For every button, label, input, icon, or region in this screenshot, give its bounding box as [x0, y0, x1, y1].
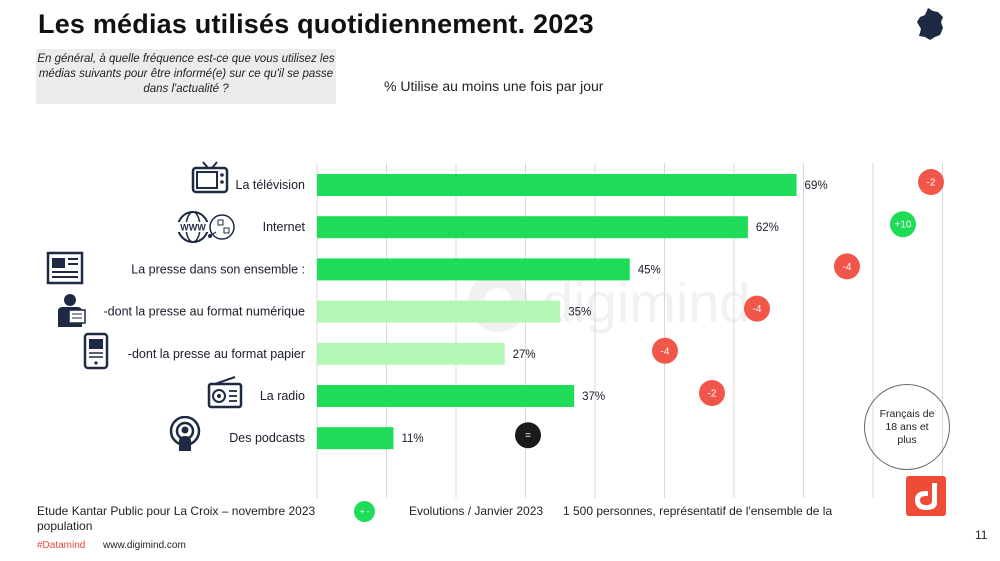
- newspaper-icon: [46, 251, 84, 285]
- bar: [317, 385, 575, 407]
- chart-value-labels: 69% 62% 45% 35% 27% 37% 11%: [401, 180, 827, 445]
- evolution-label: +10: [895, 220, 912, 231]
- website-link[interactable]: www.digimind.com: [103, 540, 186, 551]
- category-label: -dont la presse au format numérique: [104, 305, 306, 319]
- chart-evolution-markers: -2 +10 -4 -4 -4 -2 =: [515, 169, 944, 449]
- page-title: Les médias utilisés quotidiennement. 202…: [38, 9, 594, 39]
- evolution-label: -4: [753, 304, 762, 315]
- evolution-dot: [652, 337, 678, 364]
- tv-icon: [191, 161, 229, 194]
- category-label: La presse dans son ensemble :: [131, 262, 305, 276]
- footer-source-text: Etude Kantar Public pour La Croix – nove…: [37, 504, 316, 518]
- footer-source: Etude Kantar Public pour La Croix – nove…: [37, 504, 337, 534]
- svg-text:digimind: digimind: [542, 271, 751, 334]
- evolution-label: -2: [708, 389, 717, 400]
- chart-subtitle: % Utilise au moins une fois par jour: [384, 78, 604, 94]
- bar: [317, 216, 748, 239]
- category-label: -dont la presse au format papier: [128, 347, 305, 361]
- radio-icon: [207, 376, 243, 409]
- page-number: 11: [975, 528, 988, 542]
- evolution-label: -4: [843, 262, 852, 273]
- hashtag: #Datamind: [37, 540, 86, 551]
- value-label: 27%: [513, 349, 536, 361]
- value-label: 45%: [638, 264, 661, 276]
- evolution-dot: [699, 380, 725, 406]
- evolution-dot: [918, 169, 944, 195]
- survey-question: En général, à quelle fréquence est-ce qu…: [36, 49, 336, 104]
- value-label: 69%: [805, 180, 828, 192]
- bar: [317, 342, 505, 365]
- category-label: La radio: [260, 389, 305, 403]
- value-label: 11%: [401, 433, 423, 445]
- evolution-label: -2: [927, 178, 936, 189]
- sample-description: Français de 18 ans et plus: [864, 384, 950, 470]
- chart-bars: [317, 174, 797, 450]
- evolution-label: =: [525, 431, 531, 442]
- value-label: 37%: [582, 391, 605, 403]
- france-map-icon: [917, 8, 943, 40]
- bar: [317, 427, 394, 450]
- evolution-legend-dot: + -: [354, 501, 375, 522]
- category-label: Des podcasts: [229, 431, 305, 445]
- svg-text:WWW: WWW: [180, 223, 206, 233]
- category-label: Internet: [263, 220, 306, 234]
- bar: [317, 174, 797, 196]
- person-reading-icon: [58, 294, 86, 327]
- bar: [317, 300, 561, 323]
- footer-sample-size: 1 500 personnes, représentatif de l'ense…: [563, 504, 833, 518]
- globe-www-icon: WWW: [177, 211, 235, 243]
- chart-category-labels: La télévision Internet La presse dans son …: [104, 178, 306, 445]
- evolution-label: -4: [661, 346, 670, 357]
- footer-source-line2: population: [37, 519, 93, 533]
- evolution-dot: [890, 211, 916, 238]
- digimind-logo: [906, 476, 946, 516]
- tablet-icon: [83, 332, 109, 370]
- footer-evolution-label: Evolutions / Janvier 2023: [409, 504, 544, 518]
- evolution-dot: [744, 295, 770, 322]
- evolution-dot: [515, 422, 541, 449]
- category-label: La télévision: [236, 178, 306, 192]
- value-label: 35%: [568, 307, 591, 319]
- evolution-dot: [834, 253, 860, 280]
- podcast-icon: [169, 416, 201, 451]
- bar: [317, 258, 630, 281]
- value-label: 62%: [756, 222, 779, 234]
